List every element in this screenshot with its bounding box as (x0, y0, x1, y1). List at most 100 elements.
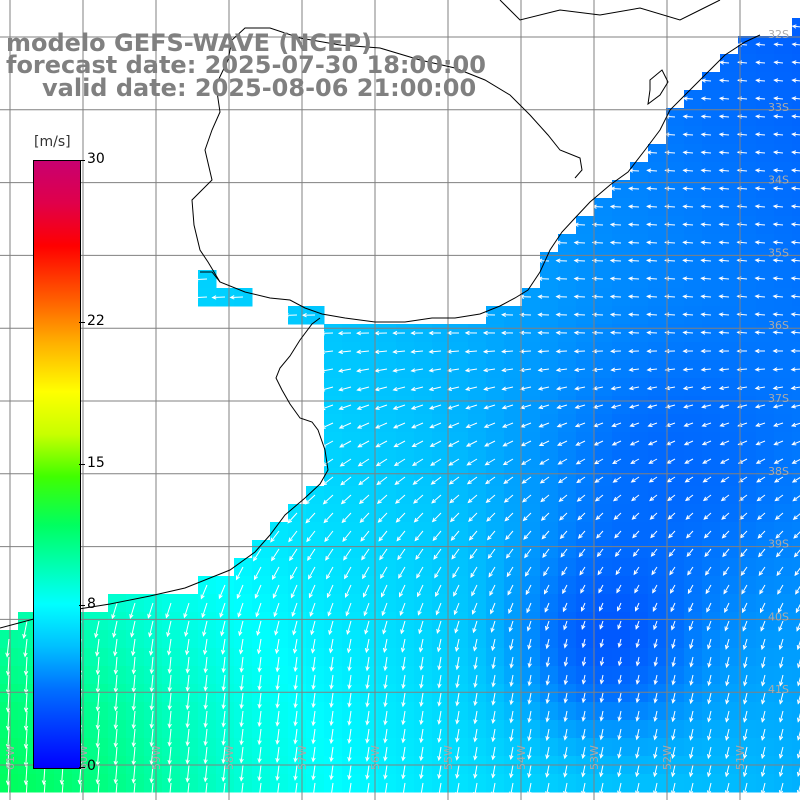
wind-arrow (329, 692, 334, 708)
wind-arrow (275, 710, 280, 727)
wind-arrow (537, 386, 550, 391)
speed-cell (738, 216, 757, 235)
speed-cell (450, 450, 469, 469)
lat-label: 34S (768, 174, 789, 187)
wind-arrow (667, 512, 676, 520)
speed-cell (666, 198, 685, 217)
speed-cell (522, 306, 541, 325)
speed-cell (792, 324, 800, 343)
wind-arrow (5, 674, 11, 695)
wind-arrow (581, 764, 586, 778)
wind-arrow (412, 476, 424, 485)
speed-cell (666, 342, 685, 361)
speed-cell (378, 450, 397, 469)
wind-arrow (772, 222, 784, 227)
wind-arrow (167, 656, 172, 675)
wind-arrow (288, 530, 298, 543)
wind-arrow (700, 132, 712, 137)
colorbar-tick-mark (79, 160, 85, 161)
wind-arrow (275, 692, 280, 709)
wind-arrow (410, 349, 424, 354)
speed-cell (594, 468, 613, 487)
wind-arrow (689, 728, 694, 741)
speed-cell (342, 396, 361, 415)
wind-arrow (229, 295, 244, 300)
wind-arrow (527, 674, 532, 687)
speed-cell (774, 198, 793, 217)
wind-arrow (756, 494, 766, 502)
speed-cell (522, 450, 541, 469)
speed-cell (468, 342, 487, 361)
wind-arrow (700, 367, 712, 372)
speed-cell (738, 360, 757, 379)
wind-arrow (668, 530, 676, 539)
wind-arrow (578, 548, 586, 558)
wind-arrow (559, 530, 568, 540)
wind-arrow (700, 348, 712, 354)
wind-arrow (632, 548, 640, 557)
wind-arrow (754, 240, 766, 245)
wind-arrow (221, 746, 226, 764)
wind-arrow (193, 295, 208, 300)
wind-arrow (653, 620, 658, 631)
wind-arrow (706, 764, 712, 778)
wind-arrow (383, 674, 388, 690)
wind-arrow (682, 114, 694, 119)
wind-arrow (755, 440, 766, 446)
wind-arrow (378, 530, 388, 542)
wind-arrow (356, 349, 370, 355)
speed-cell (792, 720, 800, 739)
wind-arrow (397, 548, 406, 561)
wind-arrow (718, 96, 730, 101)
wind-arrow (682, 330, 694, 335)
speed-cell (576, 450, 595, 469)
speed-cell (756, 180, 775, 199)
speed-cell (432, 342, 451, 361)
wind-arrow (778, 728, 784, 741)
speed-cell (666, 324, 685, 343)
wind-arrow (113, 656, 119, 675)
wind-arrow (415, 548, 424, 561)
speed-cell (738, 180, 757, 199)
wind-arrow (778, 764, 784, 778)
wind-arrow (581, 728, 586, 741)
wind-arrow (202, 620, 208, 637)
wind-arrow (428, 386, 442, 392)
wind-arrow (646, 150, 658, 155)
wind-arrow (307, 548, 316, 562)
wind-arrow (23, 692, 29, 713)
speed-cell (684, 504, 703, 523)
speed-cell (666, 162, 685, 181)
speed-cell (630, 216, 649, 235)
speed-cell (738, 234, 757, 253)
wind-arrow (649, 494, 658, 502)
wind-arrow (287, 512, 298, 524)
wind-arrow (790, 240, 800, 245)
speed-cell (594, 414, 613, 433)
wind-arrow (707, 728, 712, 741)
wind-arrow (221, 692, 226, 710)
speed-cell (558, 414, 577, 433)
wind-arrow (167, 638, 172, 656)
wind-arrow (519, 349, 532, 354)
speed-cell (594, 486, 613, 505)
speed-cell (468, 378, 487, 397)
wind-arrow (401, 782, 406, 798)
wind-arrow (555, 349, 568, 354)
wind-arrow (319, 349, 334, 355)
wind-arrow (509, 710, 514, 724)
lagoon-outline (647, 69, 669, 106)
wind-arrow (344, 566, 352, 580)
wind-arrow (682, 240, 694, 245)
wind-arrow (689, 692, 694, 705)
speed-cell (792, 522, 800, 541)
wind-arrow (573, 240, 586, 245)
speed-cell (684, 198, 703, 217)
wind-arrow (211, 295, 226, 300)
speed-cell (774, 126, 793, 145)
wind-arrow (779, 656, 784, 669)
wind-arrow (129, 602, 136, 620)
speed-cell (648, 162, 667, 181)
wind-arrow (777, 584, 784, 595)
wind-arrow (328, 620, 334, 636)
